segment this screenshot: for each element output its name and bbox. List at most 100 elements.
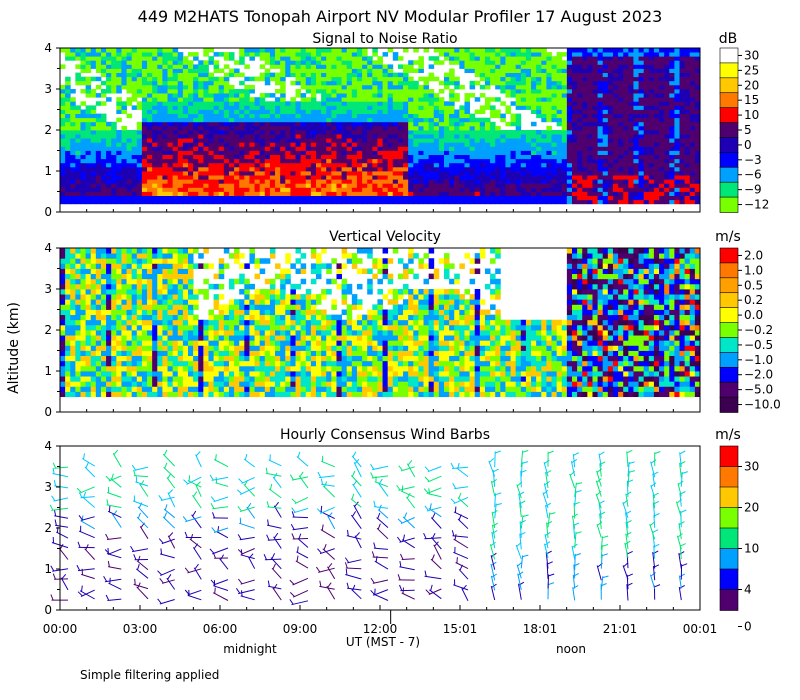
snr-cell — [65, 134, 71, 139]
snr-cell — [684, 89, 691, 94]
snr-cell — [346, 171, 353, 176]
snr-cell — [223, 195, 230, 201]
snr-cell — [459, 109, 465, 114]
snr-cell — [275, 89, 281, 94]
snr-cell — [295, 76, 302, 82]
snr-cell — [566, 146, 573, 151]
snr-cell — [397, 109, 404, 114]
snr-cell — [408, 187, 414, 192]
snr-cell — [392, 158, 399, 164]
snr-cell — [218, 52, 225, 57]
snr-cell — [264, 175, 271, 180]
velocity-cell — [111, 268, 117, 275]
snr-cell — [433, 175, 440, 180]
snr-cell — [70, 105, 76, 110]
snr-cell — [531, 72, 537, 78]
velocity-cell — [131, 371, 138, 377]
snr-cell — [449, 68, 455, 73]
snr-cell — [587, 179, 593, 184]
snr-cell — [111, 89, 117, 94]
snr-cell — [403, 166, 409, 172]
velocity-cell — [70, 309, 76, 316]
snr-cell — [259, 187, 266, 192]
snr-cell — [356, 187, 363, 192]
snr-cell — [239, 93, 245, 98]
snr-cell — [648, 154, 655, 160]
snr-cell — [111, 138, 117, 143]
snr-cell — [182, 56, 189, 61]
snr-cell — [326, 142, 332, 147]
snr-cell — [203, 158, 209, 164]
snr-cell — [249, 179, 255, 184]
snr-cell — [264, 125, 271, 131]
snr-cell — [275, 158, 281, 164]
snr-cell — [612, 199, 619, 205]
snr-cell — [505, 171, 511, 176]
snr-cell — [572, 183, 578, 188]
snr-cell — [198, 125, 204, 131]
snr-cell — [126, 113, 133, 119]
snr-cell — [664, 187, 670, 192]
snr-cell — [70, 183, 76, 188]
snr-cell — [454, 60, 460, 65]
snr-cell — [669, 171, 675, 176]
snr-cell — [121, 195, 127, 201]
snr-cell — [659, 130, 665, 135]
snr-cell — [162, 80, 168, 86]
snr-cell — [331, 154, 337, 160]
snr-cell — [397, 179, 404, 184]
snr-cell — [116, 138, 122, 143]
snr-cell — [403, 158, 409, 164]
velocity-cell — [70, 283, 76, 290]
snr-cell — [172, 171, 179, 176]
snr-cell — [203, 72, 209, 78]
snr-cell — [157, 48, 163, 53]
snr-cell — [587, 101, 593, 106]
snr-cell — [689, 171, 696, 176]
snr-cell — [403, 150, 409, 155]
snr-cell — [551, 175, 558, 180]
snr-cell — [193, 64, 199, 69]
snr-cell — [177, 76, 184, 82]
snr-cell — [362, 117, 368, 123]
snr-cell — [607, 72, 614, 78]
snr-cell — [234, 93, 240, 98]
snr-cell — [515, 48, 522, 53]
snr-cell — [397, 146, 404, 151]
snr-cell — [684, 117, 691, 123]
snr-cell — [259, 166, 266, 172]
snr-cell — [106, 121, 112, 127]
snr-cell — [618, 158, 624, 164]
snr-cell — [551, 183, 558, 188]
snr-cell — [264, 117, 271, 123]
snr-cell — [653, 68, 660, 73]
snr-cell — [418, 76, 424, 82]
snr-cell — [377, 138, 383, 143]
snr-cell — [80, 171, 86, 176]
snr-cell — [147, 72, 153, 78]
snr-cell — [449, 138, 455, 143]
snr-cell — [198, 109, 204, 114]
snr-cell — [80, 121, 86, 127]
snr-cell — [285, 56, 291, 61]
velocity-cell — [141, 381, 148, 387]
snr-cell — [162, 64, 168, 69]
snr-cell — [510, 130, 517, 135]
snr-cell — [679, 154, 686, 160]
snr-cell — [449, 121, 455, 127]
snr-cell — [213, 60, 220, 65]
snr-cell — [234, 175, 240, 180]
snr-cell — [459, 105, 465, 110]
snr-cell — [60, 158, 66, 164]
snr-cell — [157, 105, 163, 110]
snr-cell — [177, 142, 184, 147]
snr-cell — [285, 68, 291, 73]
snr-cell — [131, 68, 138, 73]
snr-cell — [218, 125, 225, 131]
snr-cell — [100, 134, 107, 139]
snr-cell — [423, 166, 430, 172]
snr-cell — [454, 113, 460, 119]
snr-cell — [633, 199, 639, 205]
snr-cell — [157, 125, 163, 131]
